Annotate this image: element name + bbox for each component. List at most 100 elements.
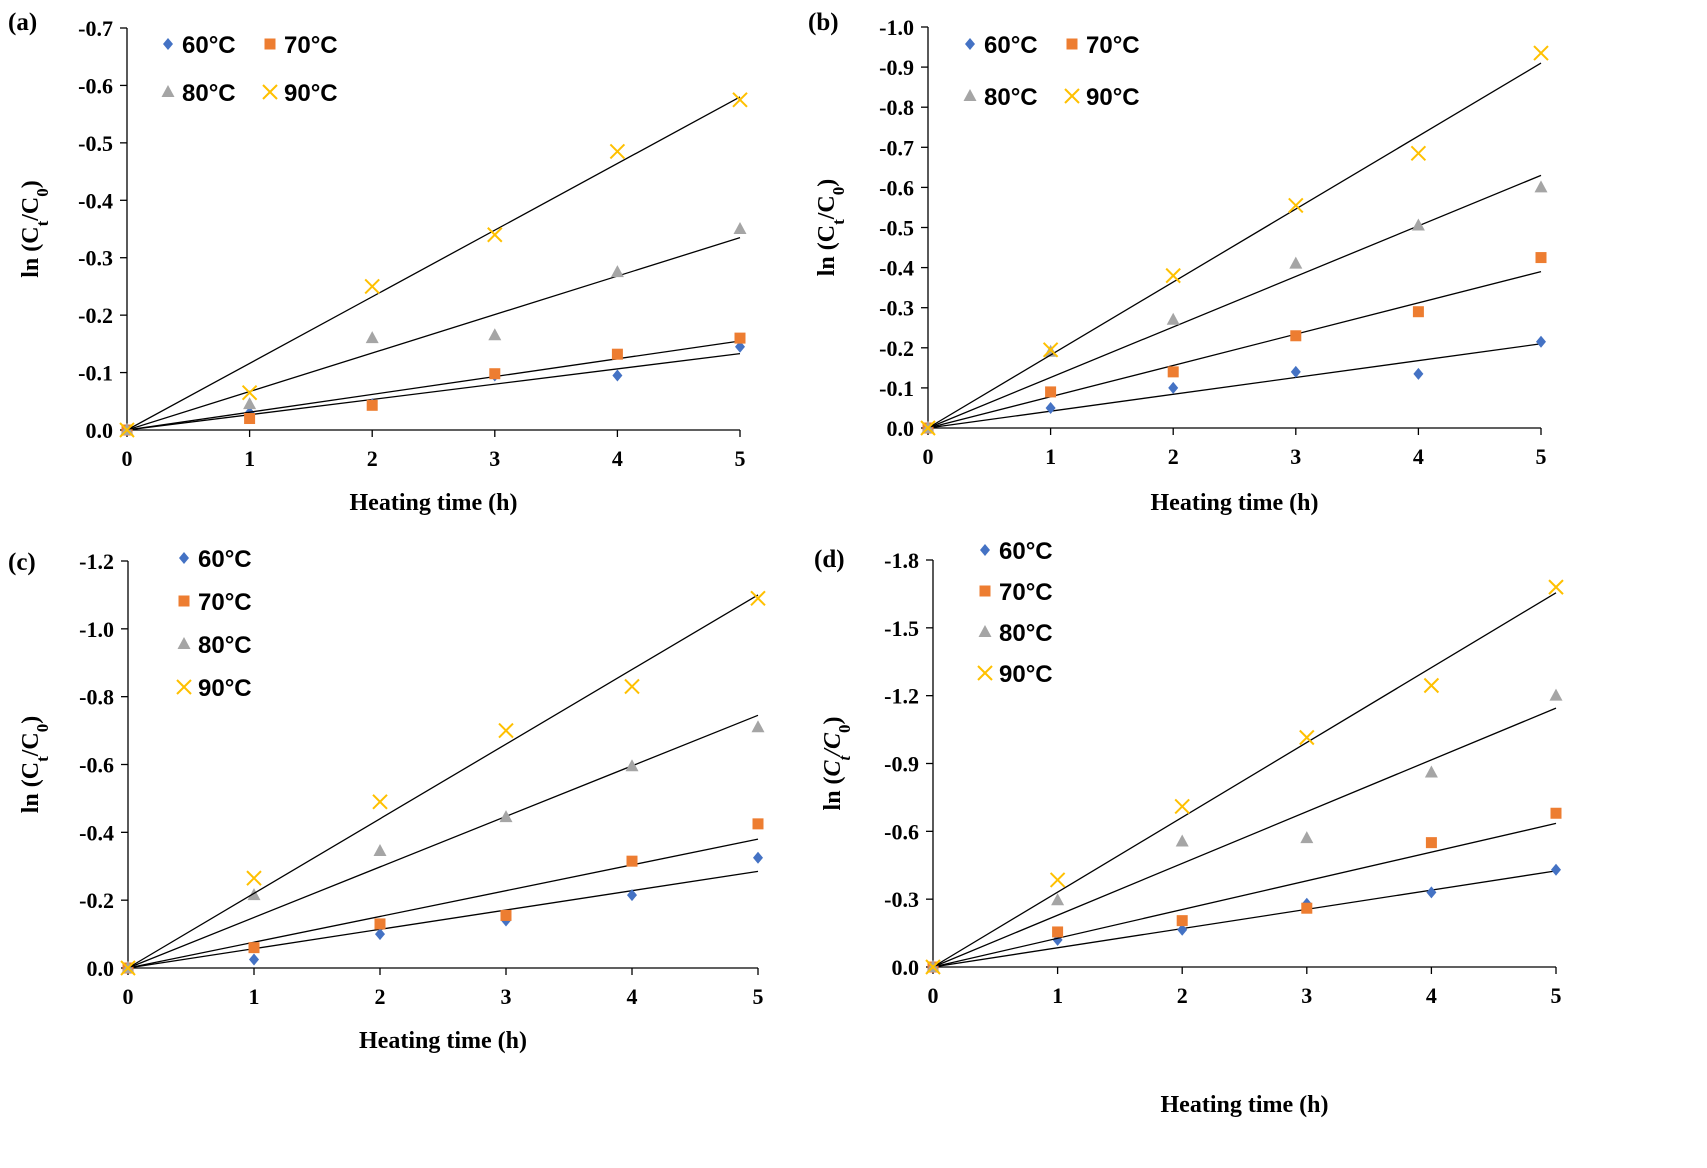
trend-line	[927, 343, 1542, 429]
data-point	[498, 722, 514, 739]
x-axis-title: Heating time (h)	[359, 1028, 527, 1054]
data-point-stroke-2	[925, 959, 941, 975]
data-point	[248, 942, 260, 954]
legend-label: 80°C	[198, 632, 252, 659]
y-tick-label: -0.8	[79, 685, 114, 710]
trend-line	[927, 270, 1542, 429]
panel-label: (a)	[8, 9, 37, 36]
y-tick-label: -1.2	[79, 549, 114, 574]
data-point	[1426, 886, 1437, 899]
y-tick-label: -0.1	[78, 361, 113, 386]
data-point	[1535, 252, 1547, 264]
y-tick-label: -0.7	[78, 16, 113, 41]
y-tick-label: -1.5	[884, 616, 919, 641]
data-point	[246, 870, 262, 886]
x-axis-title: Heating time (h)	[1151, 490, 1319, 516]
legend-marker	[163, 38, 173, 50]
x-tick-label: 4	[612, 446, 623, 471]
data-point	[1049, 872, 1066, 888]
data-point	[500, 909, 512, 921]
panel-label: (c)	[8, 549, 36, 576]
data-point	[734, 332, 746, 344]
data-point	[1290, 365, 1301, 378]
legend-marker	[264, 38, 276, 50]
data-point	[735, 340, 745, 353]
y-axis-title-part: ln (C	[18, 762, 44, 813]
data-point-stroke-2	[119, 422, 135, 438]
chart-panel-d: (d) 0.0 -0.3 -0.6 -0.9 -1.2 -1.5 -1.8 0 1 2 3 4 5 Heat…	[814, 538, 1564, 1118]
legend-marker	[262, 84, 278, 100]
data-point	[487, 227, 503, 243]
data-point	[750, 590, 766, 607]
data-point	[373, 843, 387, 856]
y-tick-label: -0.4	[78, 188, 113, 213]
data-point	[625, 759, 639, 772]
data-point	[1042, 342, 1059, 358]
series-x	[925, 579, 1564, 975]
data-point-stroke-2	[1288, 197, 1304, 214]
trend-line	[927, 62, 1542, 429]
data-point	[611, 348, 623, 360]
data-point-stroke-2	[1049, 872, 1066, 888]
y-tick-label: -1.8	[884, 548, 919, 573]
panel-label: (d)	[814, 546, 845, 573]
y-tick-label: -0.9	[879, 55, 914, 80]
data-point	[1174, 798, 1190, 815]
trend-line	[126, 96, 741, 431]
data-point-stroke-2	[1042, 342, 1059, 358]
data-point-stroke-2	[1410, 145, 1427, 162]
trend-line	[126, 352, 741, 431]
data-point-stroke-2	[1165, 267, 1181, 284]
y-axis-title: ln (Ct/C0)	[814, 179, 848, 277]
series-diamond	[928, 863, 1561, 973]
series-triangle	[121, 714, 765, 973]
data-point	[1549, 688, 1563, 701]
y-tick-label: 0.0	[892, 955, 920, 980]
series-square	[121, 332, 746, 436]
y-tick-label: -0.6	[78, 73, 113, 98]
data-point-stroke-2	[732, 92, 748, 108]
legend: 60°C 70°C 80°C 90°C	[176, 546, 252, 702]
data-point	[1289, 256, 1303, 269]
legend-marker	[977, 665, 993, 681]
legend-label: 90°C	[198, 675, 252, 702]
x-tick-label: 0	[123, 984, 134, 1009]
legend-marker	[176, 679, 192, 695]
data-point	[627, 889, 637, 902]
legend-marker-stroke-2	[977, 665, 993, 681]
data-point	[1168, 381, 1179, 394]
data-point	[1300, 831, 1314, 844]
series-square	[922, 252, 1547, 434]
series-diamond	[923, 335, 1546, 434]
y-axis-title-part: t	[829, 219, 848, 225]
panel-label: (b)	[808, 9, 839, 36]
data-point-stroke-2	[750, 590, 766, 607]
trend-line	[927, 174, 1542, 429]
data-point-stroke-2	[246, 870, 262, 886]
y-tick-label: -0.9	[884, 752, 919, 777]
trend-line	[932, 870, 1557, 968]
trend-line	[932, 707, 1557, 968]
data-point	[751, 720, 765, 733]
y-tick-label: -0.6	[879, 175, 914, 200]
data-point-stroke-2	[487, 227, 503, 243]
y-axis-title-part: t	[33, 756, 52, 762]
trend-line	[126, 340, 741, 431]
legend: 60°C 70°C 80°C 90°C	[161, 32, 338, 107]
legend-label: 60°C	[182, 32, 236, 59]
legend-label: 90°C	[999, 661, 1053, 688]
data-point	[1290, 330, 1302, 342]
series-x	[119, 92, 748, 438]
legend-marker-stroke-2	[262, 84, 278, 100]
y-tick-label: -0.3	[78, 246, 113, 271]
y-axis-title-part: )	[820, 717, 846, 725]
data-point-stroke-2	[372, 794, 388, 810]
data-point-stroke-2	[624, 678, 640, 695]
x-tick-label: 3	[489, 446, 500, 471]
data-point	[1045, 401, 1056, 414]
legend-marker	[1064, 88, 1080, 104]
x-tick-label: 0	[122, 446, 133, 471]
legend-label: 90°C	[1086, 84, 1140, 111]
trend-line	[127, 594, 759, 969]
data-point	[1550, 807, 1562, 819]
